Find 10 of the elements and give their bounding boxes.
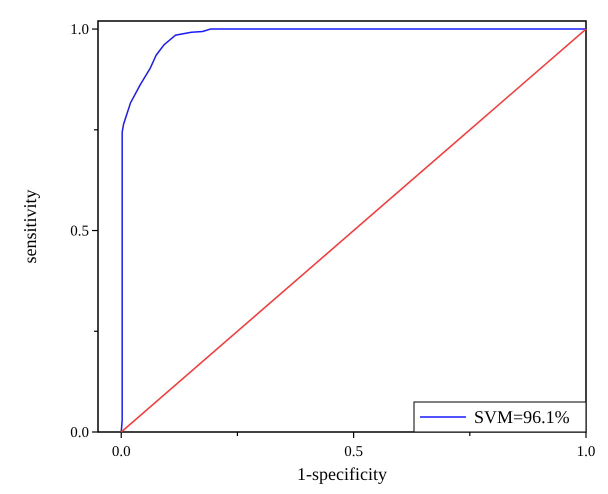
y-tick-label: 0.5 [70,224,89,240]
x-tick-label: 0.5 [344,444,363,460]
y-tick-label: 1.0 [70,22,89,38]
x-axis-title: 1-specificity [297,464,387,484]
x-tick-label: 1.0 [576,444,596,460]
y-tick-label: 0.0 [70,425,89,441]
line-series [120,28,587,433]
y-axis-title: sensitivity [20,189,40,264]
legend-label: SVM=96.1% [474,407,570,427]
x-tick-label: 0.0 [112,444,131,460]
